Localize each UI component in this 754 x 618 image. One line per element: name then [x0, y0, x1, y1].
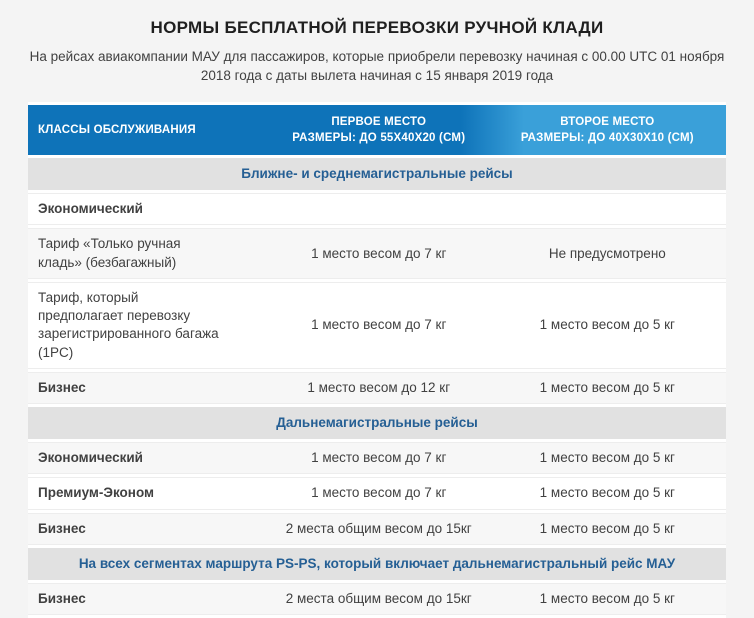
first-place-cell: 2 места общим весом до 15кг	[268, 512, 489, 545]
column-header-first-place-title: ПЕРВОЕ МЕСТО	[331, 115, 427, 128]
class-cell: Бизнес	[28, 512, 269, 545]
table-header-row: КЛАССЫ ОБСЛУЖИВАНИЯ ПЕРВОЕ МЕСТО РАЗМЕРЫ…	[28, 104, 726, 155]
first-place-cell: 1 место весом до 7 кг	[268, 477, 489, 510]
column-header-second-place-title: ВТОРОЕ МЕСТО	[560, 115, 655, 128]
class-cell: Экономический	[28, 442, 269, 475]
baggage-table: КЛАССЫ ОБСЛУЖИВАНИЯ ПЕРВОЕ МЕСТО РАЗМЕРЫ…	[28, 102, 726, 618]
class-cell: Бизнес	[28, 583, 269, 616]
table-row: Бизнес 2 места общим весом до 15кг 1 место…	[28, 512, 726, 545]
column-header-first-place: ПЕРВОЕ МЕСТО РАЗМЕРЫ: ДО 55X40X20 (СМ)	[269, 105, 489, 155]
second-place-cell: 1 место весом до 5 кг	[488, 371, 726, 404]
page-title: НОРМЫ БЕСПЛАТНОЙ ПЕРЕВОЗКИ РУЧНОЙ КЛАДИ	[150, 18, 604, 37]
first-place-cell: 1 место весом до 7 кг	[268, 228, 489, 279]
section-row: Дальнемагистральные рейсы	[28, 406, 726, 440]
first-place-cell: 1 место весом до 7 кг	[268, 442, 489, 475]
class-cell: Премиум-Эконом	[28, 477, 269, 510]
column-header-classes: КЛАССЫ ОБСЛУЖИВАНИЯ	[28, 105, 269, 155]
table-row: Экономический 1 место весом до 7 кг 1 мест…	[28, 442, 726, 475]
section-label: Ближне- и среднемагистральные рейсы	[28, 157, 726, 191]
first-place-cell: 2 места общим весом до 15кг	[268, 583, 489, 616]
second-place-cell: 1 место весом до 5 кг	[488, 583, 726, 616]
second-place-cell: 1 место весом до 5 кг	[488, 281, 726, 369]
section-label: Дальнемагистральные рейсы	[28, 406, 726, 440]
section-row: На всех сегментах маршрута PS-PS, которы…	[28, 547, 726, 581]
first-place-cell: 1 место весом до 7 кг	[268, 281, 489, 369]
class-cell: Тариф «Только ручная кладь» (безбагажный…	[28, 228, 269, 279]
second-place-cell: 1 место весом до 5 кг	[488, 477, 726, 510]
second-place-cell: 1 место весом до 5 кг	[488, 512, 726, 545]
page-subtitle: На рейсах авиакомпании МАУ для пассажиро…	[29, 49, 725, 83]
table-body: Ближне- и среднемагистральные рейсы Эконо…	[28, 157, 726, 616]
section-row: Ближне- и среднемагистральные рейсы	[28, 157, 726, 191]
baggage-table-wrapper: КЛАССЫ ОБСЛУЖИВАНИЯ ПЕРВОЕ МЕСТО РАЗМЕРЫ…	[28, 101, 726, 618]
table-row: Экономический	[28, 193, 726, 226]
second-place-cell: Не предусмотрено	[488, 228, 726, 279]
table-row: Премиум-Эконом 1 место весом до 7 кг 1 мес…	[28, 477, 726, 510]
column-header-first-place-sizes: РАЗМЕРЫ: ДО 55X40X20 (СМ)	[292, 131, 466, 144]
first-place-cell: 1 место весом до 12 кг	[268, 371, 489, 404]
table-row: Бизнес 1 место весом до 12 кг 1 место весо…	[28, 371, 726, 404]
class-cell: Тариф, который предполагает перевозку за…	[28, 281, 269, 369]
class-cell: Бизнес	[28, 371, 269, 404]
second-place-cell: 1 место весом до 5 кг	[488, 442, 726, 475]
table-row: Бизнес 2 места общим весом до 15кг 1 место…	[28, 583, 726, 616]
column-header-classes-label: КЛАССЫ ОБСЛУЖИВАНИЯ	[38, 123, 196, 136]
section-label: На всех сегментах маршрута PS-PS, которы…	[28, 547, 726, 581]
class-cell: Экономический	[28, 193, 269, 226]
column-header-second-place: ВТОРОЕ МЕСТО РАЗМЕРЫ: ДО 40X30X10 (СМ)	[489, 105, 726, 155]
table-row: Тариф «Только ручная кладь» (безбагажный…	[28, 228, 726, 279]
first-place-cell	[268, 193, 489, 226]
table-row: Тариф, который предполагает перевозку за…	[28, 281, 726, 369]
column-header-second-place-sizes: РАЗМЕРЫ: ДО 40X30X10 (СМ)	[520, 131, 694, 144]
second-place-cell	[488, 193, 726, 226]
